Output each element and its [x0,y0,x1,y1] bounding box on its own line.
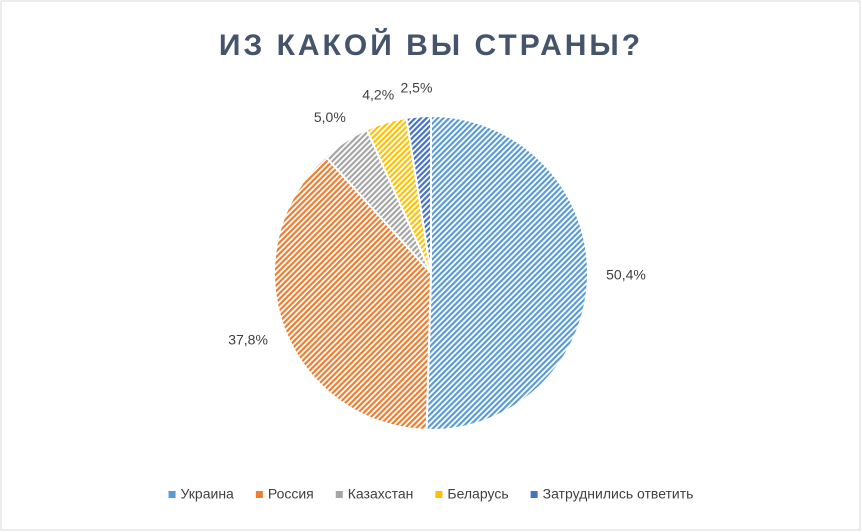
pie-slice [273,155,433,431]
data-label: 2,5% [401,79,433,95]
legend-label: Беларусь [447,486,508,502]
legend-label: Украина [181,486,235,502]
legend-label: Затруднились ответить [543,486,694,502]
legend-swatch [530,491,538,498]
pie-slice [405,114,432,274]
legend-swatch [435,491,443,498]
legend-label: Россия [268,486,314,502]
legend-swatch [255,491,263,498]
legend-swatch [335,491,343,498]
data-label: 5,0% [314,109,346,125]
legend-swatch [168,491,176,498]
data-label: 4,2% [362,86,394,102]
data-label: 37,8% [228,331,268,347]
pie-slice [425,114,589,431]
legend-label: Казахстан [348,486,414,502]
data-label: 50,4% [606,266,646,282]
chart-title: ИЗ КАКОЙ ВЫ СТРАНЫ? [219,28,643,62]
legend: Украина Россия Казахстан Беларусь Затруднили… [168,486,694,502]
